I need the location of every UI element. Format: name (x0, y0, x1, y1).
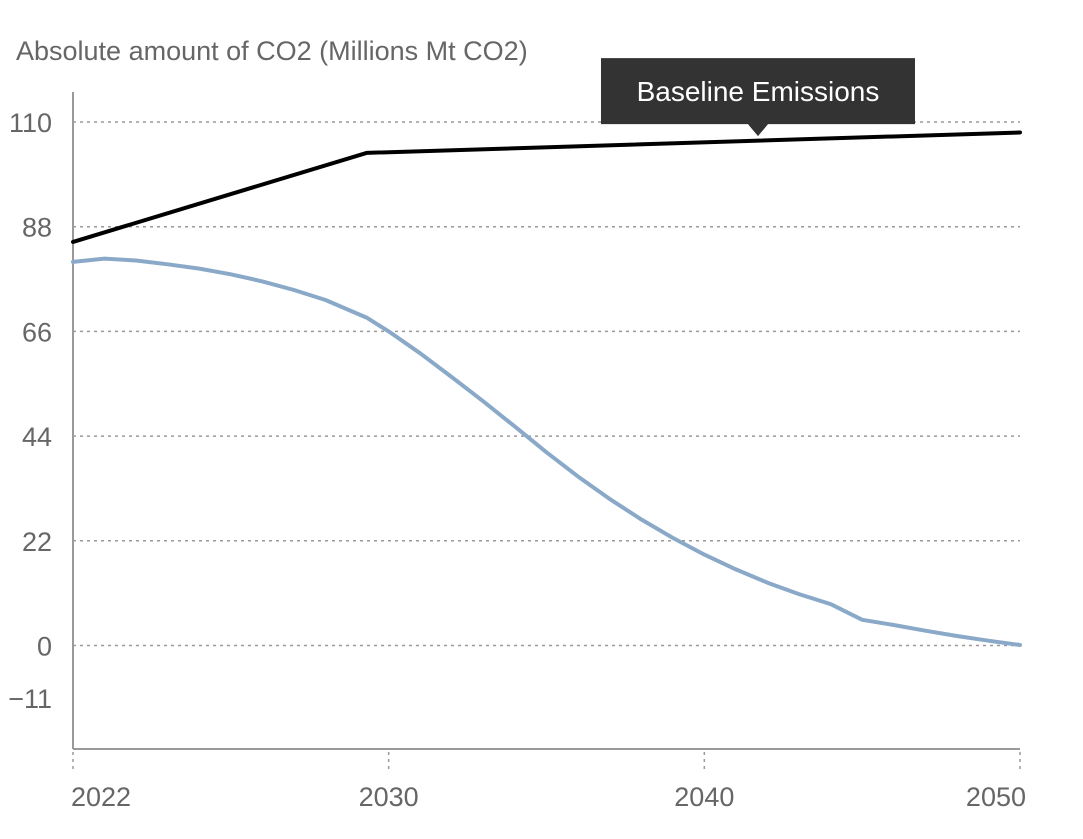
series-lines (71, 130, 1022, 647)
y-tick-label: 88 (22, 213, 52, 243)
baseline-emissions-line (71, 130, 1022, 244)
y-tick-label: −11 (8, 684, 52, 714)
reduction-pathway-line (71, 256, 1022, 647)
callout-label: Baseline Emissions (637, 76, 880, 107)
y-tick-label: 44 (22, 422, 52, 452)
x-tick-label: 2050 (966, 782, 1026, 812)
callout-box (600, 58, 915, 137)
y-tick-label: 66 (22, 317, 52, 347)
y-tick-label: 0 (37, 632, 52, 662)
y-tick-label: 22 (22, 527, 52, 557)
x-tick-label: 2022 (71, 782, 131, 812)
x-tick-label: 2030 (359, 782, 419, 812)
tick-labels: 110 88 66 44 22 0 −11 2022 2030 2040 2050 (8, 108, 1026, 812)
baseline-emissions-callout: Baseline Emissions (600, 58, 915, 137)
y-tick-label: 110 (9, 108, 52, 138)
y-axis-label: Absolute amount of CO2 (Millions Mt CO2) (16, 36, 528, 66)
x-tick-label: 2040 (674, 782, 734, 812)
